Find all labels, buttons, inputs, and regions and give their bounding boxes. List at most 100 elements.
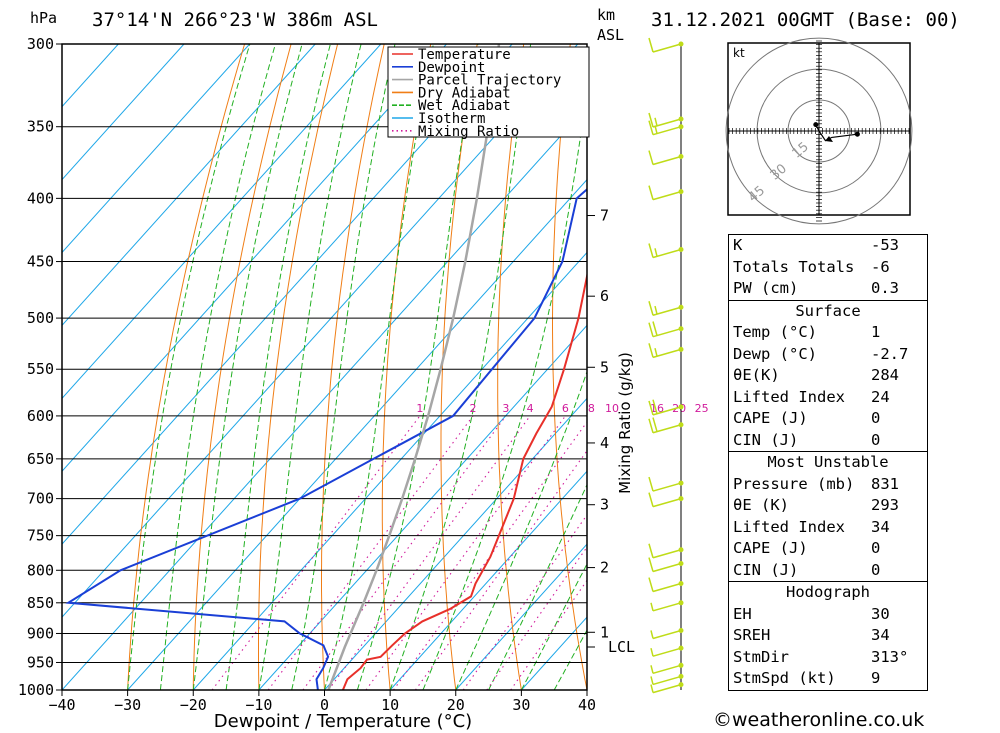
index-value: -6 xyxy=(871,257,890,276)
wind-barb xyxy=(650,627,684,640)
hodograph-stat-value: 30 xyxy=(871,604,890,623)
storm-motion-marker xyxy=(825,136,833,142)
most-unstable-label: θE (K) xyxy=(733,496,789,514)
wind-barb xyxy=(648,492,684,508)
isotherm-line xyxy=(62,44,251,254)
wind-barb xyxy=(650,662,684,675)
mixing-ratio-label: 2 xyxy=(470,402,477,415)
wind-barb xyxy=(650,645,684,657)
km-tick-label: 5 xyxy=(600,358,609,376)
surface-label: Temp (°C) xyxy=(733,323,817,341)
index-row: PW (cm) 0.3 xyxy=(729,278,927,300)
surface-label: Dewp (°C) xyxy=(733,344,817,363)
hodograph-stat-value: 313° xyxy=(871,647,909,666)
most-unstable-row: Pressure (mb) 831 xyxy=(729,474,927,496)
wind-barb xyxy=(648,112,684,128)
temp-tick-label: −10 xyxy=(245,696,272,714)
isotherm-line xyxy=(127,178,587,690)
wind-barb xyxy=(648,37,684,53)
temp-tick-label: 20 xyxy=(447,696,465,714)
wind-barb xyxy=(650,600,684,612)
wind-barb xyxy=(648,243,684,259)
isotherm-line xyxy=(455,543,587,690)
most-unstable-row: CAPE (J) 0 xyxy=(729,538,927,560)
isotherm-line xyxy=(62,44,579,618)
most-unstable-label: Lifted Index xyxy=(733,517,845,536)
temp-tick-label: 10 xyxy=(381,696,399,714)
hodograph-stat-value: 9 xyxy=(871,669,881,687)
index-label: Totals Totals xyxy=(733,257,855,276)
hodograph-stat-row: EH 30 xyxy=(729,604,927,626)
wet-adiabat-line xyxy=(258,44,362,690)
hodograph-stat-label: SREH xyxy=(733,626,771,644)
km-tick-label: 4 xyxy=(600,434,609,452)
most-unstable-row: θE (K) 293 xyxy=(729,495,927,517)
hodograph-stat-label: EH xyxy=(733,604,752,623)
surface-row: Dewp (°C) -2.7 xyxy=(729,344,927,366)
hodograph-stat-label: StmDir xyxy=(733,647,789,666)
wind-barb xyxy=(648,321,684,338)
pressure-tick-label: 500 xyxy=(27,309,54,327)
pressure-tick-label: 550 xyxy=(27,360,54,378)
hodograph-ring xyxy=(725,37,913,225)
wet-adiabat-line xyxy=(225,44,331,690)
wind-barb xyxy=(648,343,684,359)
km-axis-title: km xyxy=(597,6,616,24)
dry-adiabat-line xyxy=(989,44,1000,690)
pressure-tick-label: 350 xyxy=(27,118,54,136)
wind-barb xyxy=(648,399,684,416)
wet-adiabat-line xyxy=(159,44,276,690)
dry-adiabat-line xyxy=(127,44,246,690)
wind-barb xyxy=(648,185,684,201)
mixing-ratio-label: 10 xyxy=(605,402,619,415)
isotherm-line xyxy=(62,44,447,472)
mixing-ratio-label: 3 xyxy=(502,402,509,415)
dry-adiabat-line xyxy=(552,44,587,690)
legend-entry: Mixing Ratio xyxy=(418,124,519,140)
wet-adiabat-line xyxy=(127,44,251,690)
asl-axis-title: ASL xyxy=(597,26,625,44)
isotherm-line xyxy=(324,397,587,690)
pressure-tick-label: 950 xyxy=(27,653,54,671)
surface-row: CAPE (J) 0 xyxy=(729,408,927,430)
isotherm-line xyxy=(62,44,513,545)
mixing-ratio-line xyxy=(510,579,587,690)
most-unstable-row: CIN (J) 0 xyxy=(729,560,927,582)
wet-adiabat-line xyxy=(520,562,587,690)
credit-link[interactable]: ©weatheronline.co.uk xyxy=(713,709,925,731)
legend-entry: Parcel Trajectory xyxy=(418,73,561,89)
wind-barb xyxy=(648,543,684,559)
wind-barb xyxy=(650,673,684,686)
wet-adiabat-line xyxy=(356,44,479,690)
index-value: 0.3 xyxy=(871,279,899,297)
surface-label: Lifted Index xyxy=(733,387,845,406)
hodograph-stat-label: StmSpd (kt) xyxy=(733,669,836,687)
wet-adiabat-line xyxy=(291,44,396,690)
forecast-datetime: 31.12.2021 00GMT (Base: 00) xyxy=(651,9,960,31)
isotherm-line xyxy=(62,44,382,400)
hodograph-point xyxy=(813,122,819,128)
mixing-ratio-line xyxy=(486,546,587,690)
wet-adiabat-line xyxy=(455,370,587,690)
wind-barb xyxy=(650,682,684,694)
surface-title: Surface xyxy=(795,301,861,320)
isotherm-line xyxy=(62,105,587,690)
wet-adiabat-line xyxy=(488,483,587,690)
temp-tick-label: 0 xyxy=(320,696,329,714)
surface-value: 284 xyxy=(871,366,899,384)
dry-adiabat-line xyxy=(657,44,718,690)
surface-row: CIN (J) 0 xyxy=(729,430,927,452)
mixing-ratio-line xyxy=(328,415,531,690)
pressure-tick-label: 800 xyxy=(27,561,54,579)
mixing-ratio-line xyxy=(393,421,587,690)
pressure-tick-label: 900 xyxy=(27,624,54,642)
most-unstable-label: CAPE (J) xyxy=(733,539,808,557)
wind-barb xyxy=(648,120,684,136)
most-unstable-row: Lifted Index 34 xyxy=(729,517,927,539)
surface-label: θE(K) xyxy=(733,366,780,384)
hodograph-stat-row: StmSpd (kt) 9 xyxy=(729,668,927,690)
mixing-ratio-line xyxy=(302,415,507,690)
most-unstable-value: 34 xyxy=(871,517,890,536)
pressure-tick-label: 700 xyxy=(27,490,54,508)
